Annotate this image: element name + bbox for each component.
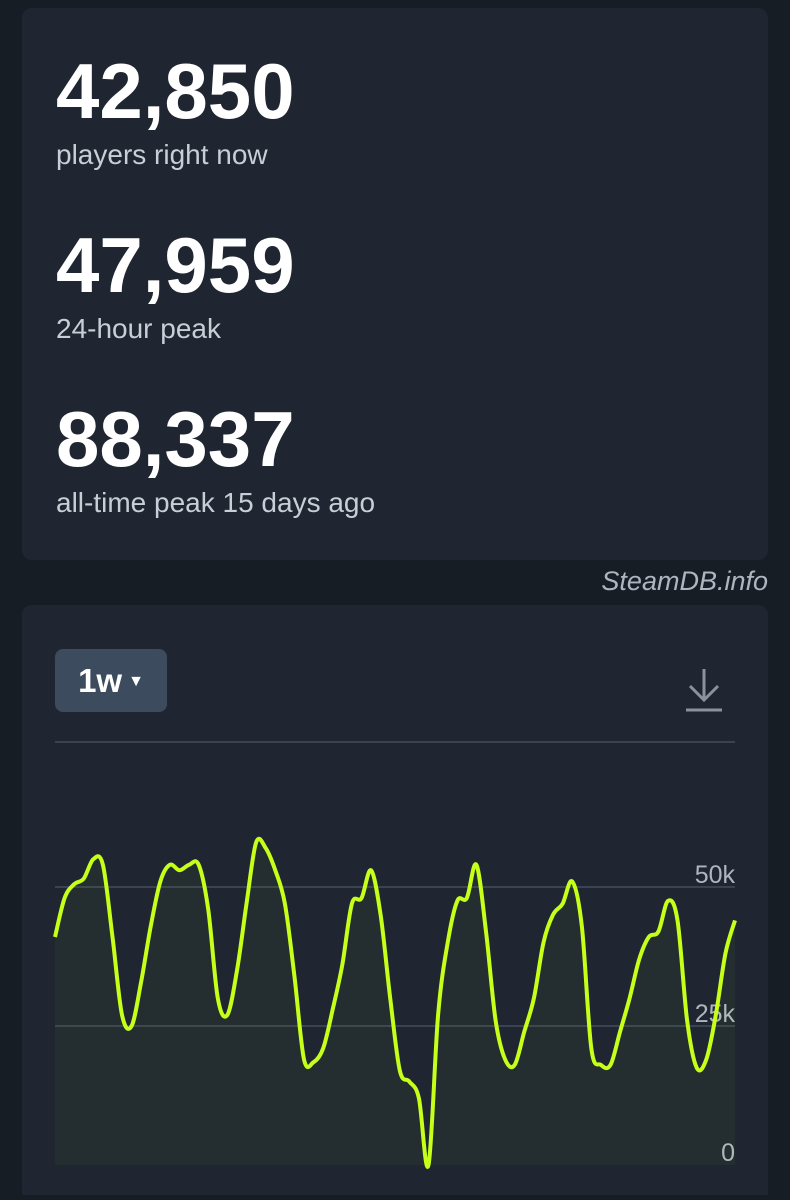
all-time-peak-label: all-time peak 15 days ago <box>56 487 376 518</box>
all-time-peak-stat: 88,337 all-time peak 15 days ago <box>56 400 375 519</box>
current-players-label: players right now <box>56 139 268 170</box>
caret-down-icon: ▼ <box>128 672 144 690</box>
time-range-dropdown[interactable]: 1w ▼ <box>55 649 167 712</box>
current-players-stat: 42,850 players right now <box>56 52 295 171</box>
stats-card: 42,850 players right now 47,959 24-hour … <box>22 8 768 560</box>
peak-24h-value: 47,959 <box>56 221 295 309</box>
steamdb-watermark[interactable]: SteamDB.info <box>601 566 768 596</box>
peak-24h-label: 24-hour peak <box>56 313 222 344</box>
chart-top-border <box>55 741 735 743</box>
all-time-peak-value: 88,337 <box>56 395 295 483</box>
current-players-value: 42,850 <box>56 47 295 135</box>
y-tick-label: 0 <box>721 1139 735 1167</box>
download-icon[interactable] <box>682 665 726 715</box>
player-count-chart: 025k50k <box>53 836 737 1169</box>
player-chart-card: 1w ▼ 025k50k <box>22 605 768 1195</box>
player-count-line[interactable] <box>53 836 737 1169</box>
peak-24h-stat: 47,959 24-hour peak <box>56 226 295 345</box>
time-range-label: 1w <box>78 661 123 699</box>
y-tick-label: 50k <box>695 861 736 889</box>
